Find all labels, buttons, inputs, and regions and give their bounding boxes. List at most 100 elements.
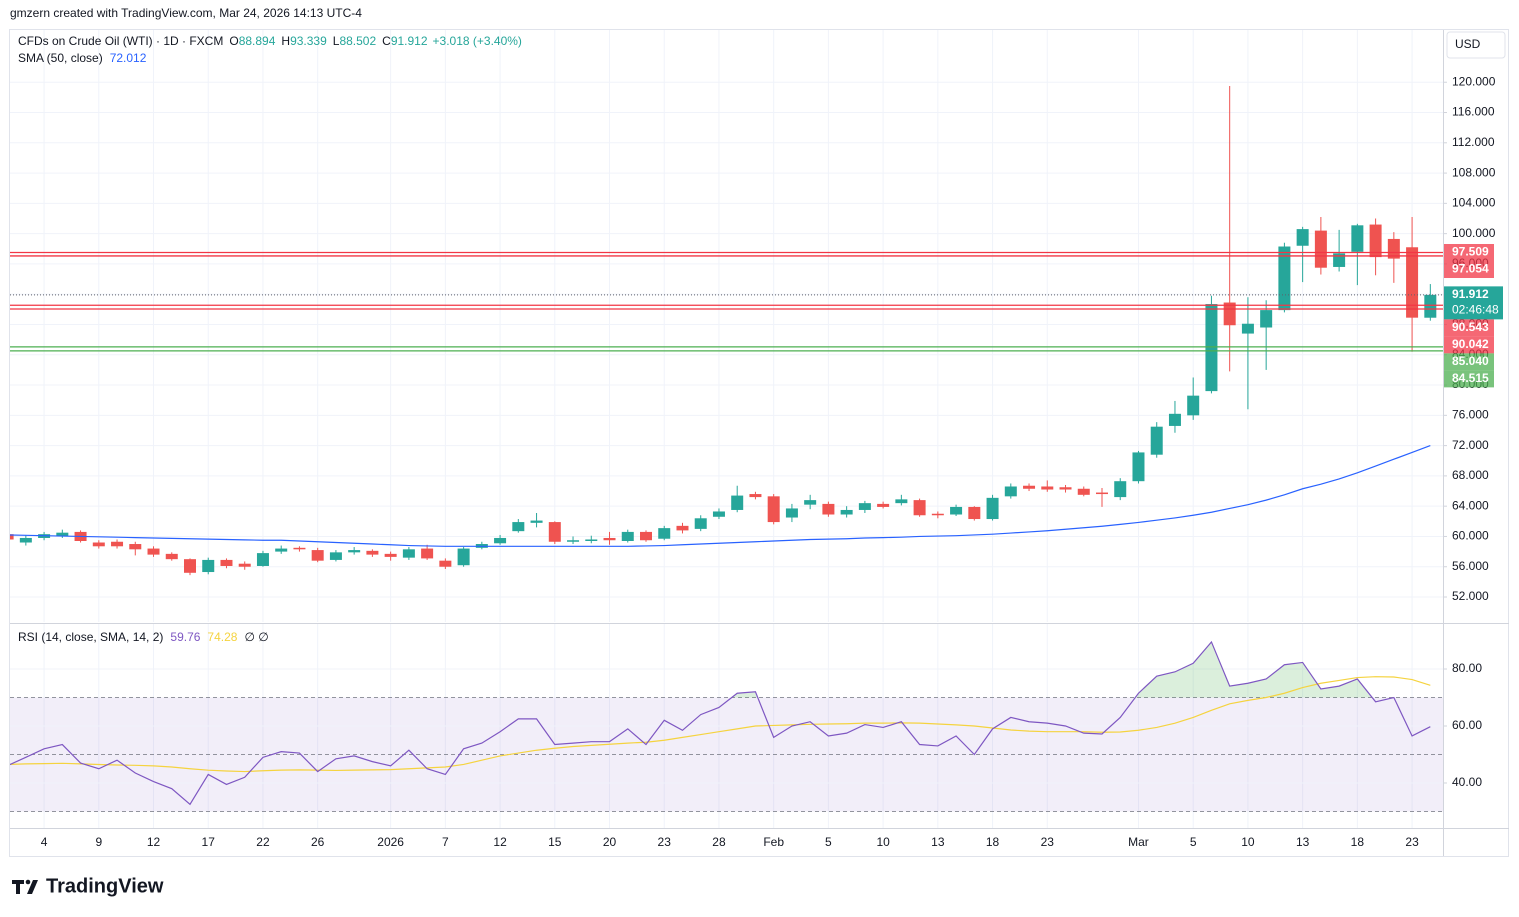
level-label: 97.509 [1452,245,1489,259]
candle-body [111,541,124,547]
candle-body [1096,492,1108,495]
level-label-box [1444,243,1494,261]
candle-body [877,503,890,507]
legend-ohlc-value: 88.894 [239,34,276,48]
candle-body [676,525,689,531]
legend-sma-name: SMA (50, close) [18,51,103,65]
candle-body [1004,486,1017,497]
countdown-label: 02:46:48 [1452,303,1499,317]
x-tick-label: 18 [986,835,1000,849]
legend-ohlc-key: C [382,34,391,48]
legend-ohlc-value: 91.912 [391,34,428,48]
x-tick-label: 2026 [377,835,404,849]
candle-body [986,497,999,520]
candle-body [1205,304,1218,392]
candle-body [293,547,306,550]
candle-body [767,496,780,523]
level-label-box [1444,319,1494,337]
current-price-label: 91.912 [1452,287,1489,301]
x-tick-label: 23 [1041,835,1055,849]
candle-body [1059,487,1072,490]
rsi-line [10,640,1431,806]
y-tick-label: 120.000 [1452,74,1496,88]
candle-body [1387,238,1400,259]
axes: 4 9 12 17 22 26 2026 7 12 15 20 23 28 Feb 5 10 13 18 23 Mar… [18,34,1503,849]
candle-body [238,563,251,567]
legend-rsi-sma-value: 74.28 [207,630,237,644]
x-tick-label: 23 [1405,835,1419,849]
candle-body [621,531,634,541]
candle-body [147,548,160,555]
currency[interactable]: USD [1455,37,1481,51]
x-tick-label: 13 [1296,835,1310,849]
candle-body [402,549,415,558]
candle-body [184,559,196,573]
candle-body [311,550,324,561]
x-tick-label: 17 [202,835,216,849]
x-tick-label: 10 [1241,835,1255,849]
candle-body [548,522,561,542]
y-tick-label: 60.000 [1452,529,1489,543]
level-label-box [1444,260,1494,278]
y-tick-label: 76.000 [1452,408,1489,422]
candle-body [256,553,269,566]
x-tick-label: Mar [1128,835,1149,849]
candle-body [56,532,69,537]
candle-body [694,518,707,529]
x-tick-label: 4 [41,835,48,849]
candle-body [1351,225,1364,252]
legend-ohlc-key: L [333,34,340,48]
candle-body [785,508,798,518]
y-tick-label: 112.000 [1452,135,1495,149]
candle-body [1150,426,1163,455]
candle-body [749,494,762,498]
x-tick-label: 12 [493,835,507,849]
candle-body [1278,246,1291,311]
level-label: 97.054 [1452,262,1489,276]
candle-body [1132,452,1145,482]
x-tick-label: 22 [256,835,270,849]
brand-logo [12,879,38,894]
x-tick-label: 9 [95,835,102,849]
x-tick-label: 10 [876,835,890,849]
level-label-box [1444,336,1494,354]
x-tick-label: Feb [763,835,784,849]
y-tick-label: 72.000 [1452,438,1489,452]
candle-body [840,509,853,515]
candle-body [275,548,288,552]
candle-body [1077,488,1090,495]
legend: RSI (14, close, SMA, 14, 2) 59.76 74.28 ∅ ∅ [18,630,269,644]
candle-body [1369,224,1382,258]
candle-body [220,559,233,566]
candle-body [421,548,434,559]
y-tick-label: 100.000 [1452,226,1496,240]
sma-line [10,444,1431,547]
candle-body [19,537,32,543]
currency-box[interactable] [1446,31,1506,59]
x-tick-label: 5 [825,835,832,849]
candle-body [585,539,598,541]
candle-body [439,560,452,567]
candle-body [712,511,725,517]
candle-body [384,553,397,557]
candle-body [1241,323,1254,334]
level-label: 85.040 [1452,354,1489,368]
candle-body [1114,481,1127,498]
candle-body [640,531,652,541]
legend-rsi-value: 59.76 [170,630,200,644]
level-label: 84.515 [1452,371,1489,385]
candle-body [1223,302,1236,326]
candle-body [1168,413,1181,426]
attribution: gmzern created with TradingView.com, Mar… [10,6,362,20]
candle-body [1333,253,1346,267]
price-pane [10,30,1443,622]
rsi-tick-label: 80.00 [1452,661,1482,675]
candle-body [366,550,379,555]
candle-body [494,537,507,544]
rsi-sma-line [10,676,1431,773]
candle-body [1296,229,1309,246]
chart-frame [9,29,1509,857]
legend-ohlc-key: O [229,34,238,48]
